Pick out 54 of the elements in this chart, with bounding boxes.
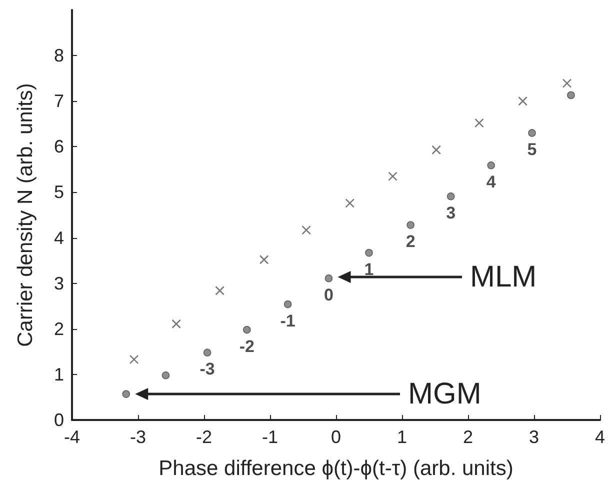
point [122,390,130,398]
x-tick-label: -3 [130,427,146,447]
annotation: -1 [280,311,296,330]
point [259,254,269,264]
point [162,371,170,380]
point [365,248,373,257]
y-tick-label: 2 [54,318,64,339]
annotation: 4 [486,172,496,192]
point [324,274,333,282]
point [562,78,572,88]
y-tick-label: 4 [54,228,64,248]
annotation: MGM [408,378,482,410]
x-tick-label: -4 [64,427,80,447]
y-tick-label: 7 [54,91,64,112]
x-tick-label: 1 [396,427,408,447]
y-tick-label: 1 [54,364,64,384]
point [302,225,311,235]
point [284,300,292,308]
point [446,192,455,200]
annotation: 3 [446,203,456,222]
annotation: 0 [324,285,334,304]
y-tick-label: 5 [54,182,64,202]
point [474,118,484,128]
x-axis-title: Phase difference ϕ(t)-ϕ(t-τ) (arb. units) [158,457,514,480]
annotation: 5 [527,140,537,159]
y-tick-label: 3 [54,273,64,294]
annotation: -2 [239,336,254,356]
point [518,96,528,106]
point [567,91,575,100]
point [528,129,536,137]
y-tick-label: 0 [54,410,64,430]
point [203,348,212,356]
annotation: -3 [200,360,215,379]
annotation: MLM [470,260,537,294]
point [432,145,441,155]
x-tick-label: 0 [330,427,342,447]
point [129,354,139,364]
point [243,326,251,334]
y-tick-label: 6 [54,136,64,157]
x-tick-label: 3 [528,427,540,447]
x-tick-label: -2 [196,427,212,447]
x-tick-label: -1 [262,427,278,447]
annotation: 1 [364,260,374,279]
y-axis-title: Carrier density N (arb. units) [14,83,37,347]
x-tick-label: 2 [462,427,474,447]
point [487,161,495,170]
x-tick-label: 4 [594,427,605,447]
point [406,221,414,229]
point [345,198,355,208]
point [388,172,398,181]
y-tick-label: 8 [54,46,64,66]
point [172,319,181,329]
point [215,286,224,296]
annotation: 2 [406,232,416,252]
